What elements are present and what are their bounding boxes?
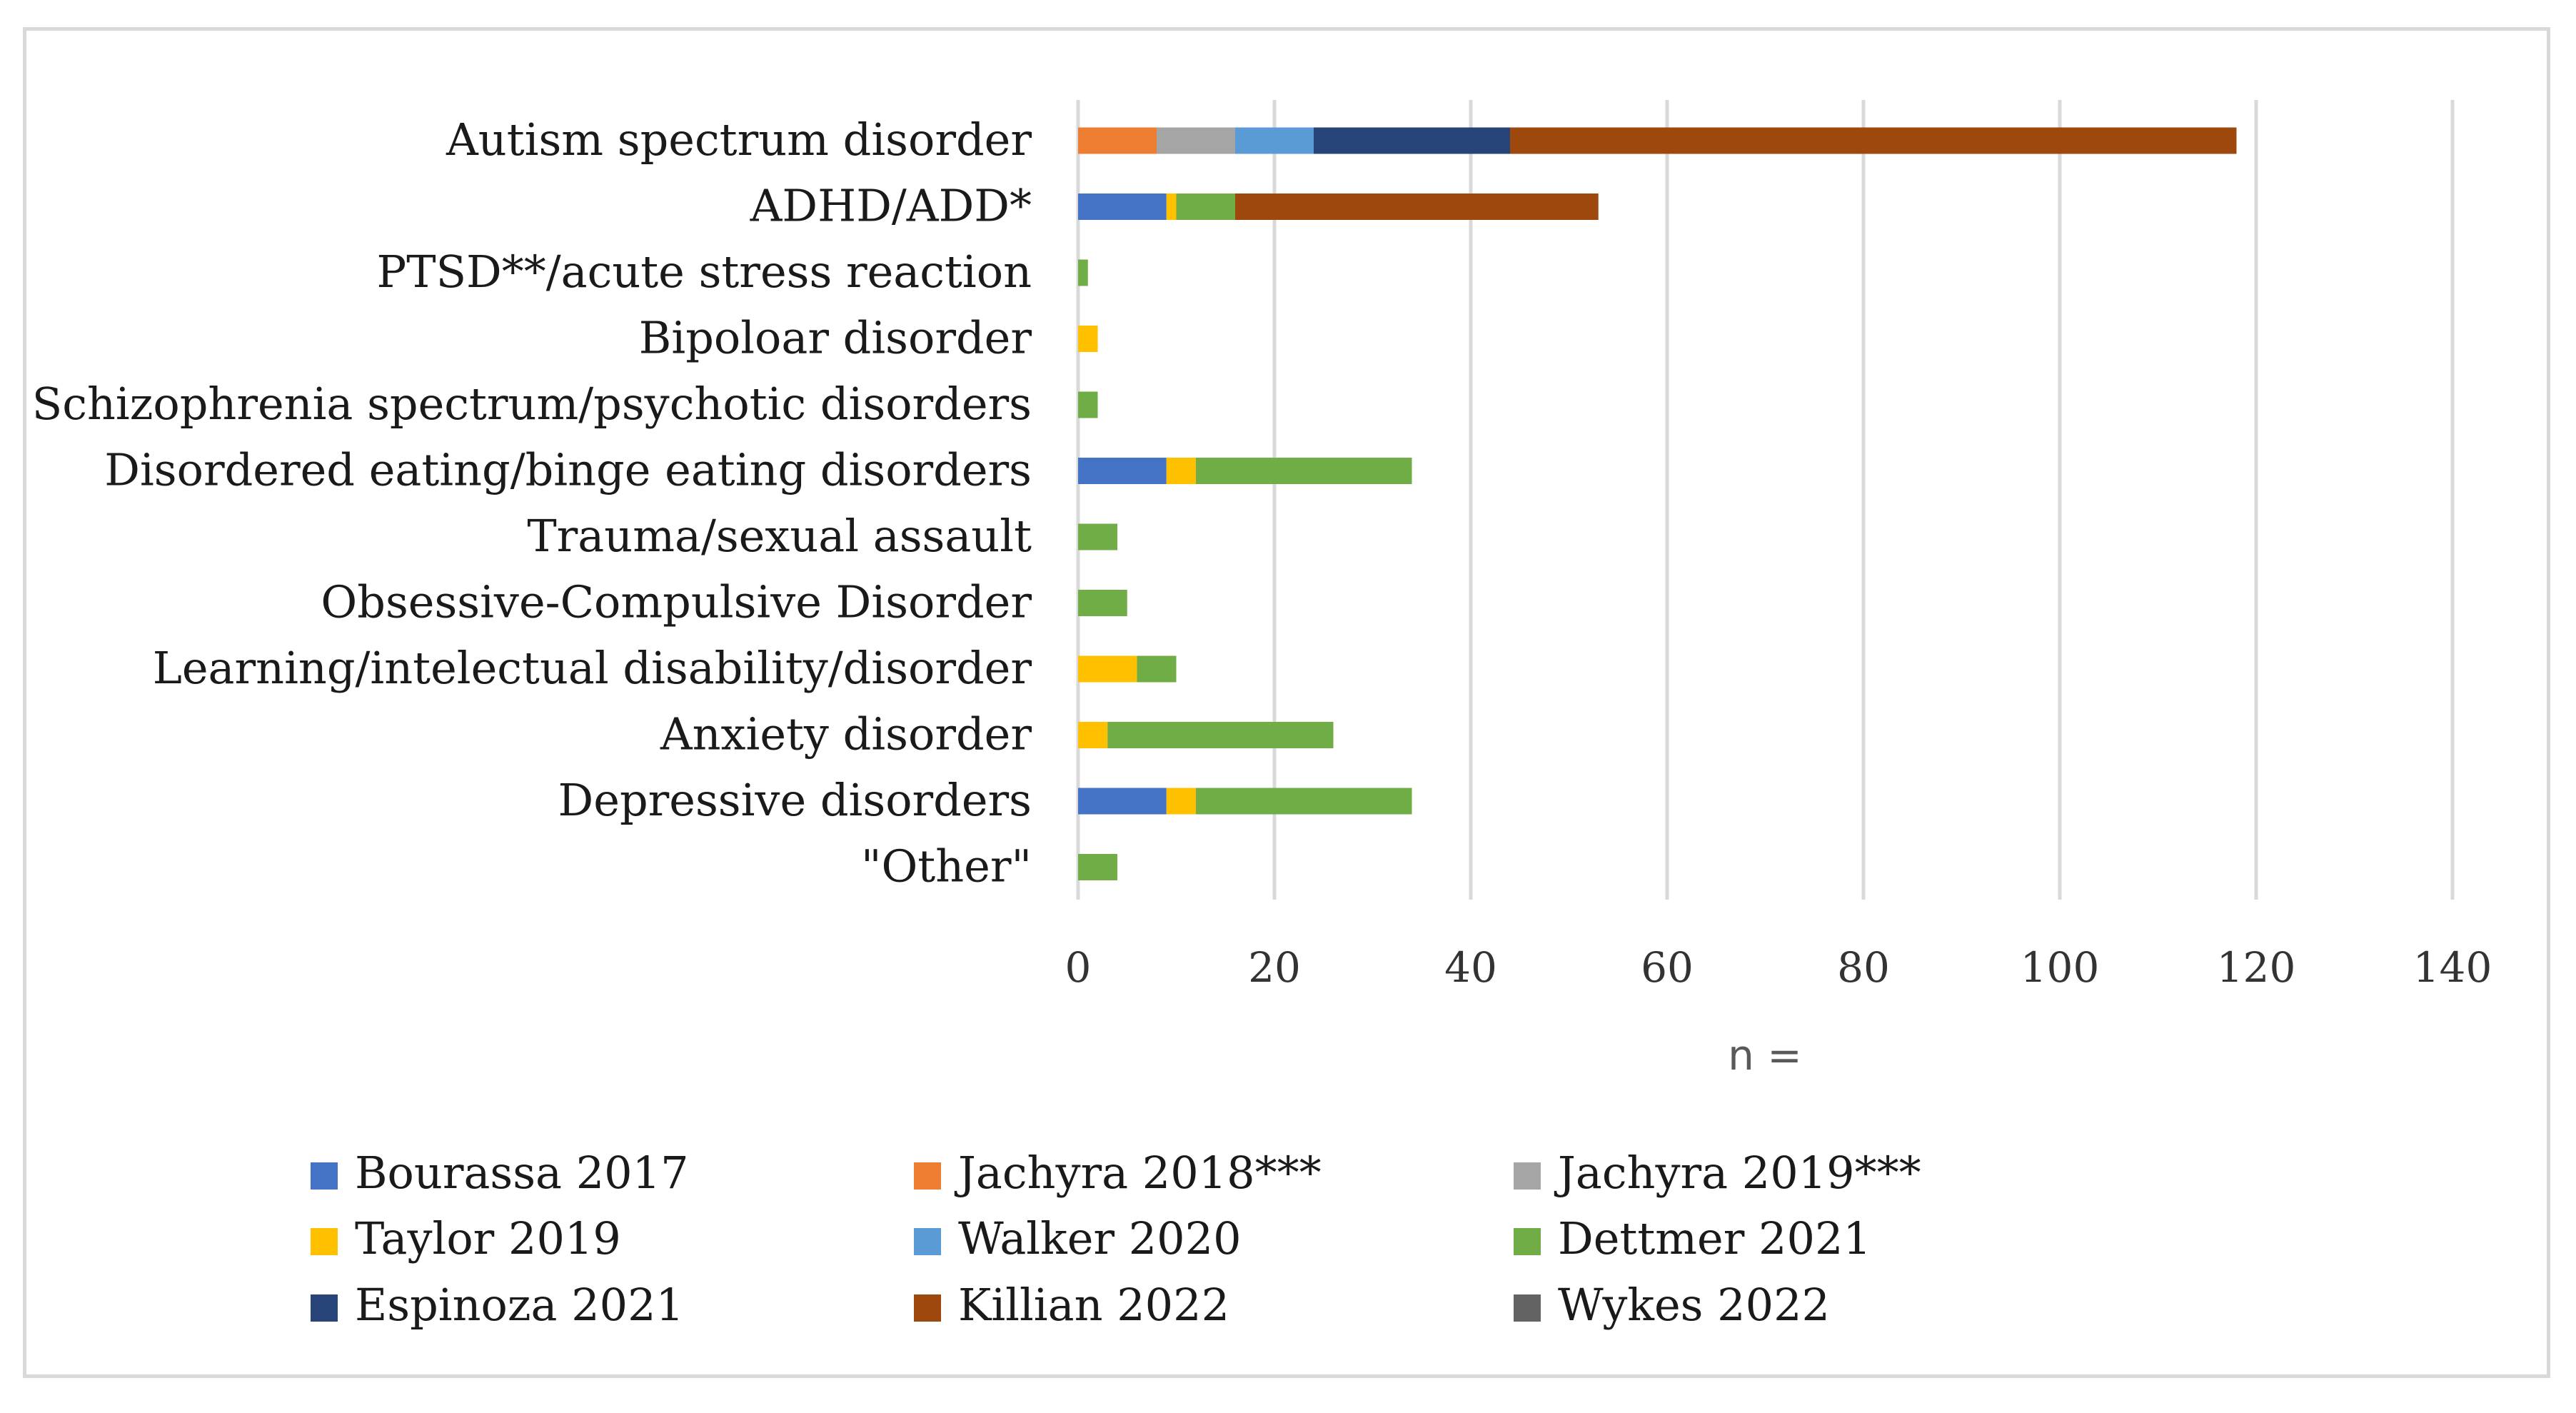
bar-segment [1078, 127, 1157, 154]
x-tick-label: 20 [1248, 943, 1301, 992]
bar-segment [1314, 127, 1510, 154]
category-label: Disordered eating/binge eating disorders [104, 444, 1032, 496]
x-tick-label: 120 [2217, 943, 2296, 992]
bar-segment [1157, 127, 1235, 154]
legend: Bourassa 2017 Jachyra 2018*** Jachyra 2019… [311, 1147, 1921, 1331]
legend-label: Jachyra 2018*** [954, 1147, 1322, 1199]
category-label: PTSD**/acute stress reaction [377, 246, 1032, 298]
category-label: Depressive disorders [558, 774, 1032, 826]
bar-segment [1166, 458, 1196, 484]
bar-segment [1107, 722, 1334, 748]
legend-label: Bourassa 2017 [355, 1147, 689, 1199]
legend-swatch [311, 1228, 338, 1255]
category-label: ADHD/ADD* [750, 180, 1032, 232]
category-label: Obsessive-Compulsive Disorder [321, 576, 1032, 628]
legend-label: Wykes 2022 [1558, 1279, 1830, 1331]
x-tick-label: 80 [1837, 943, 1890, 992]
bar-segment [1078, 193, 1167, 220]
bar-segment [1137, 655, 1177, 683]
legend-label: Dettmer 2021 [1558, 1212, 1871, 1264]
legend-swatch [914, 1162, 941, 1190]
legend-swatch [1514, 1162, 1541, 1190]
legend-label: Jachyra 2019*** [1554, 1147, 1921, 1199]
bar-segment [1196, 458, 1412, 484]
legend-swatch [1514, 1294, 1541, 1322]
x-tick-label: 140 [2413, 943, 2492, 992]
legend-swatch [311, 1162, 338, 1190]
legend-label: Taylor 2019 [355, 1212, 621, 1264]
bar-segment [1078, 854, 1117, 880]
bar-segment [1078, 326, 1098, 352]
bar-segment [1078, 722, 1108, 748]
bar-segment [1176, 193, 1235, 220]
x-axis-title: n = [1728, 1031, 1802, 1080]
category-labels: Autism spectrum disorder ADHD/ADD* PTSD**/… [32, 114, 1032, 892]
category-label: Schizophrenia spectrum/psychotic disorde… [32, 378, 1032, 430]
legend-swatch [1514, 1228, 1541, 1255]
gridlines [1076, 100, 2455, 900]
legend-swatch [914, 1294, 941, 1322]
legend-label: Walker 2020 [958, 1212, 1242, 1264]
legend-label: Espinoza 2021 [355, 1279, 684, 1331]
bar-segment [1078, 458, 1167, 484]
x-tick-label: 0 [1065, 943, 1092, 992]
bar-segment [1078, 391, 1098, 418]
chart-frame [23, 27, 2550, 1378]
x-tick-labels: 0 20 40 60 80 100 120 140 [1065, 943, 2492, 992]
bar-segment [1510, 127, 2237, 154]
category-label: "Other" [861, 840, 1032, 892]
category-label: Trauma/sexual assault [527, 510, 1032, 562]
bar-segment [1078, 655, 1137, 683]
legend-swatch [311, 1294, 338, 1322]
x-tick-label: 60 [1641, 943, 1694, 992]
category-label: Learning/intelectual disability/disorder [153, 642, 1032, 694]
bar-segment [1235, 127, 1314, 154]
bars [1078, 127, 2237, 880]
bar-segment [1166, 193, 1177, 220]
x-tick-label: 40 [1444, 943, 1497, 992]
category-label: Anxiety disorder [660, 708, 1032, 760]
bar-segment [1078, 590, 1127, 616]
bar-segment [1078, 523, 1117, 550]
legend-swatch [914, 1228, 941, 1255]
x-tick-label: 100 [2021, 943, 2100, 992]
bar-segment [1078, 259, 1088, 286]
bar-segment [1235, 193, 1599, 220]
bar-segment [1078, 788, 1167, 815]
category-label: Autism spectrum disorder [446, 114, 1032, 166]
bar-segment [1196, 788, 1412, 815]
bar-segment [1166, 788, 1196, 815]
legend-label: Killian 2022 [958, 1279, 1229, 1331]
category-label: Bipoloar disorder [639, 312, 1032, 364]
